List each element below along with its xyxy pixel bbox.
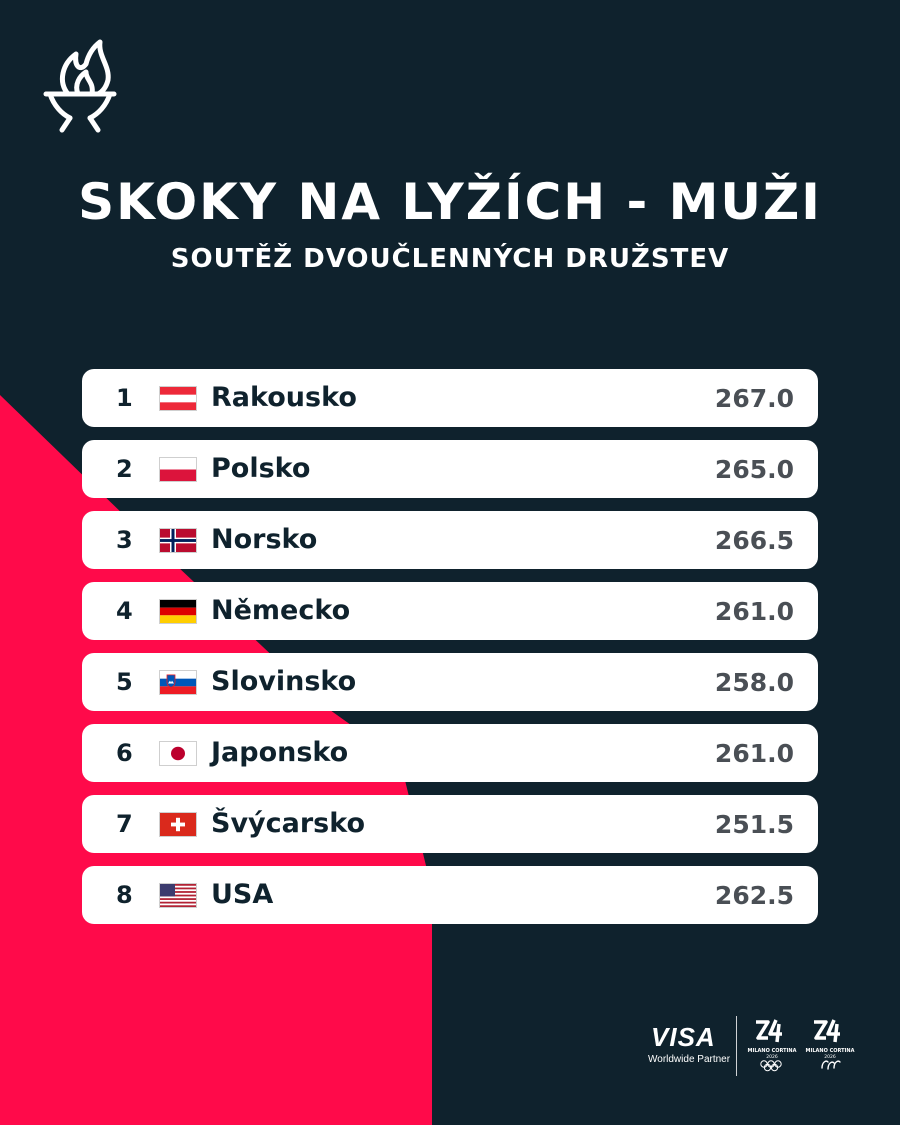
slovenia-flag-icon [159, 670, 197, 695]
usa-flag-icon [159, 883, 197, 908]
rank-number: 7 [116, 810, 133, 838]
rank-number: 1 [116, 384, 133, 412]
rank-number: 5 [116, 668, 133, 696]
milano-cortina-paralympic-logo: MILANO CORTINA 2026 [806, 1019, 855, 1070]
logo-text: MILANO CORTINA [806, 1048, 855, 1054]
visa-logo: VISA [651, 1022, 716, 1052]
country-name: Polsko [211, 453, 311, 484]
germany-flag-icon [159, 599, 197, 624]
score-value: 261.0 [714, 739, 794, 768]
result-row: 3 Norsko 266.5 [82, 511, 818, 569]
norway-flag-icon [159, 528, 197, 553]
country-name: Slovinsko [211, 666, 357, 697]
score-value: 262.5 [714, 881, 794, 910]
sponsor-footer: VISA Worldwide Partner MILANO CORTINA 20… [646, 1016, 866, 1080]
sponsor-tagline: Worldwide Partner [648, 1054, 731, 1065]
result-row: 1 Rakousko 267.0 [82, 369, 818, 427]
score-value: 251.5 [714, 810, 794, 839]
logo-text: MILANO CORTINA [748, 1048, 797, 1054]
rank-number: 4 [116, 597, 133, 625]
result-row: 7 Švýcarsko 251.5 [82, 795, 818, 853]
score-value: 265.0 [714, 455, 794, 484]
country-name: USA [211, 879, 274, 910]
rank-number: 2 [116, 455, 133, 483]
country-name: Švýcarsko [211, 808, 366, 839]
page-title: SKOKY NA LYŽÍCH - MUŽI [78, 173, 822, 231]
country-name: Německo [211, 595, 351, 626]
score-value: 267.0 [714, 384, 794, 413]
result-row: 8 USA 262.5 [82, 866, 818, 924]
result-row: 6 Japonsko 261.0 [82, 724, 818, 782]
rank-number: 6 [116, 739, 133, 767]
milano-cortina-olympic-logo: MILANO CORTINA 2026 [748, 1019, 797, 1072]
japan-flag-icon [159, 741, 197, 766]
country-name: Norsko [211, 524, 318, 555]
poland-flag-icon [159, 457, 197, 482]
result-row: 4 Německo 261.0 [82, 582, 818, 640]
austria-flag-icon [159, 386, 197, 411]
logo-year: 2026 [824, 1054, 836, 1060]
footer-divider [736, 1016, 737, 1076]
country-name: Japonsko [211, 737, 349, 768]
torch-icon [43, 39, 117, 133]
score-value: 266.5 [714, 526, 794, 555]
logo-year: 2026 [766, 1054, 778, 1060]
result-row: 2 Polsko 265.0 [82, 440, 818, 498]
result-row: 5 Slovinsko 258.0 [82, 653, 818, 711]
rank-number: 3 [116, 526, 133, 554]
score-value: 258.0 [714, 668, 794, 697]
switzerland-flag-icon [159, 812, 197, 837]
page-subtitle: SOUTĚŽ DVOUČLENNÝCH DRUŽSTEV [170, 244, 730, 274]
country-name: Rakousko [211, 382, 357, 413]
rank-number: 8 [116, 881, 133, 909]
score-value: 261.0 [714, 597, 794, 626]
